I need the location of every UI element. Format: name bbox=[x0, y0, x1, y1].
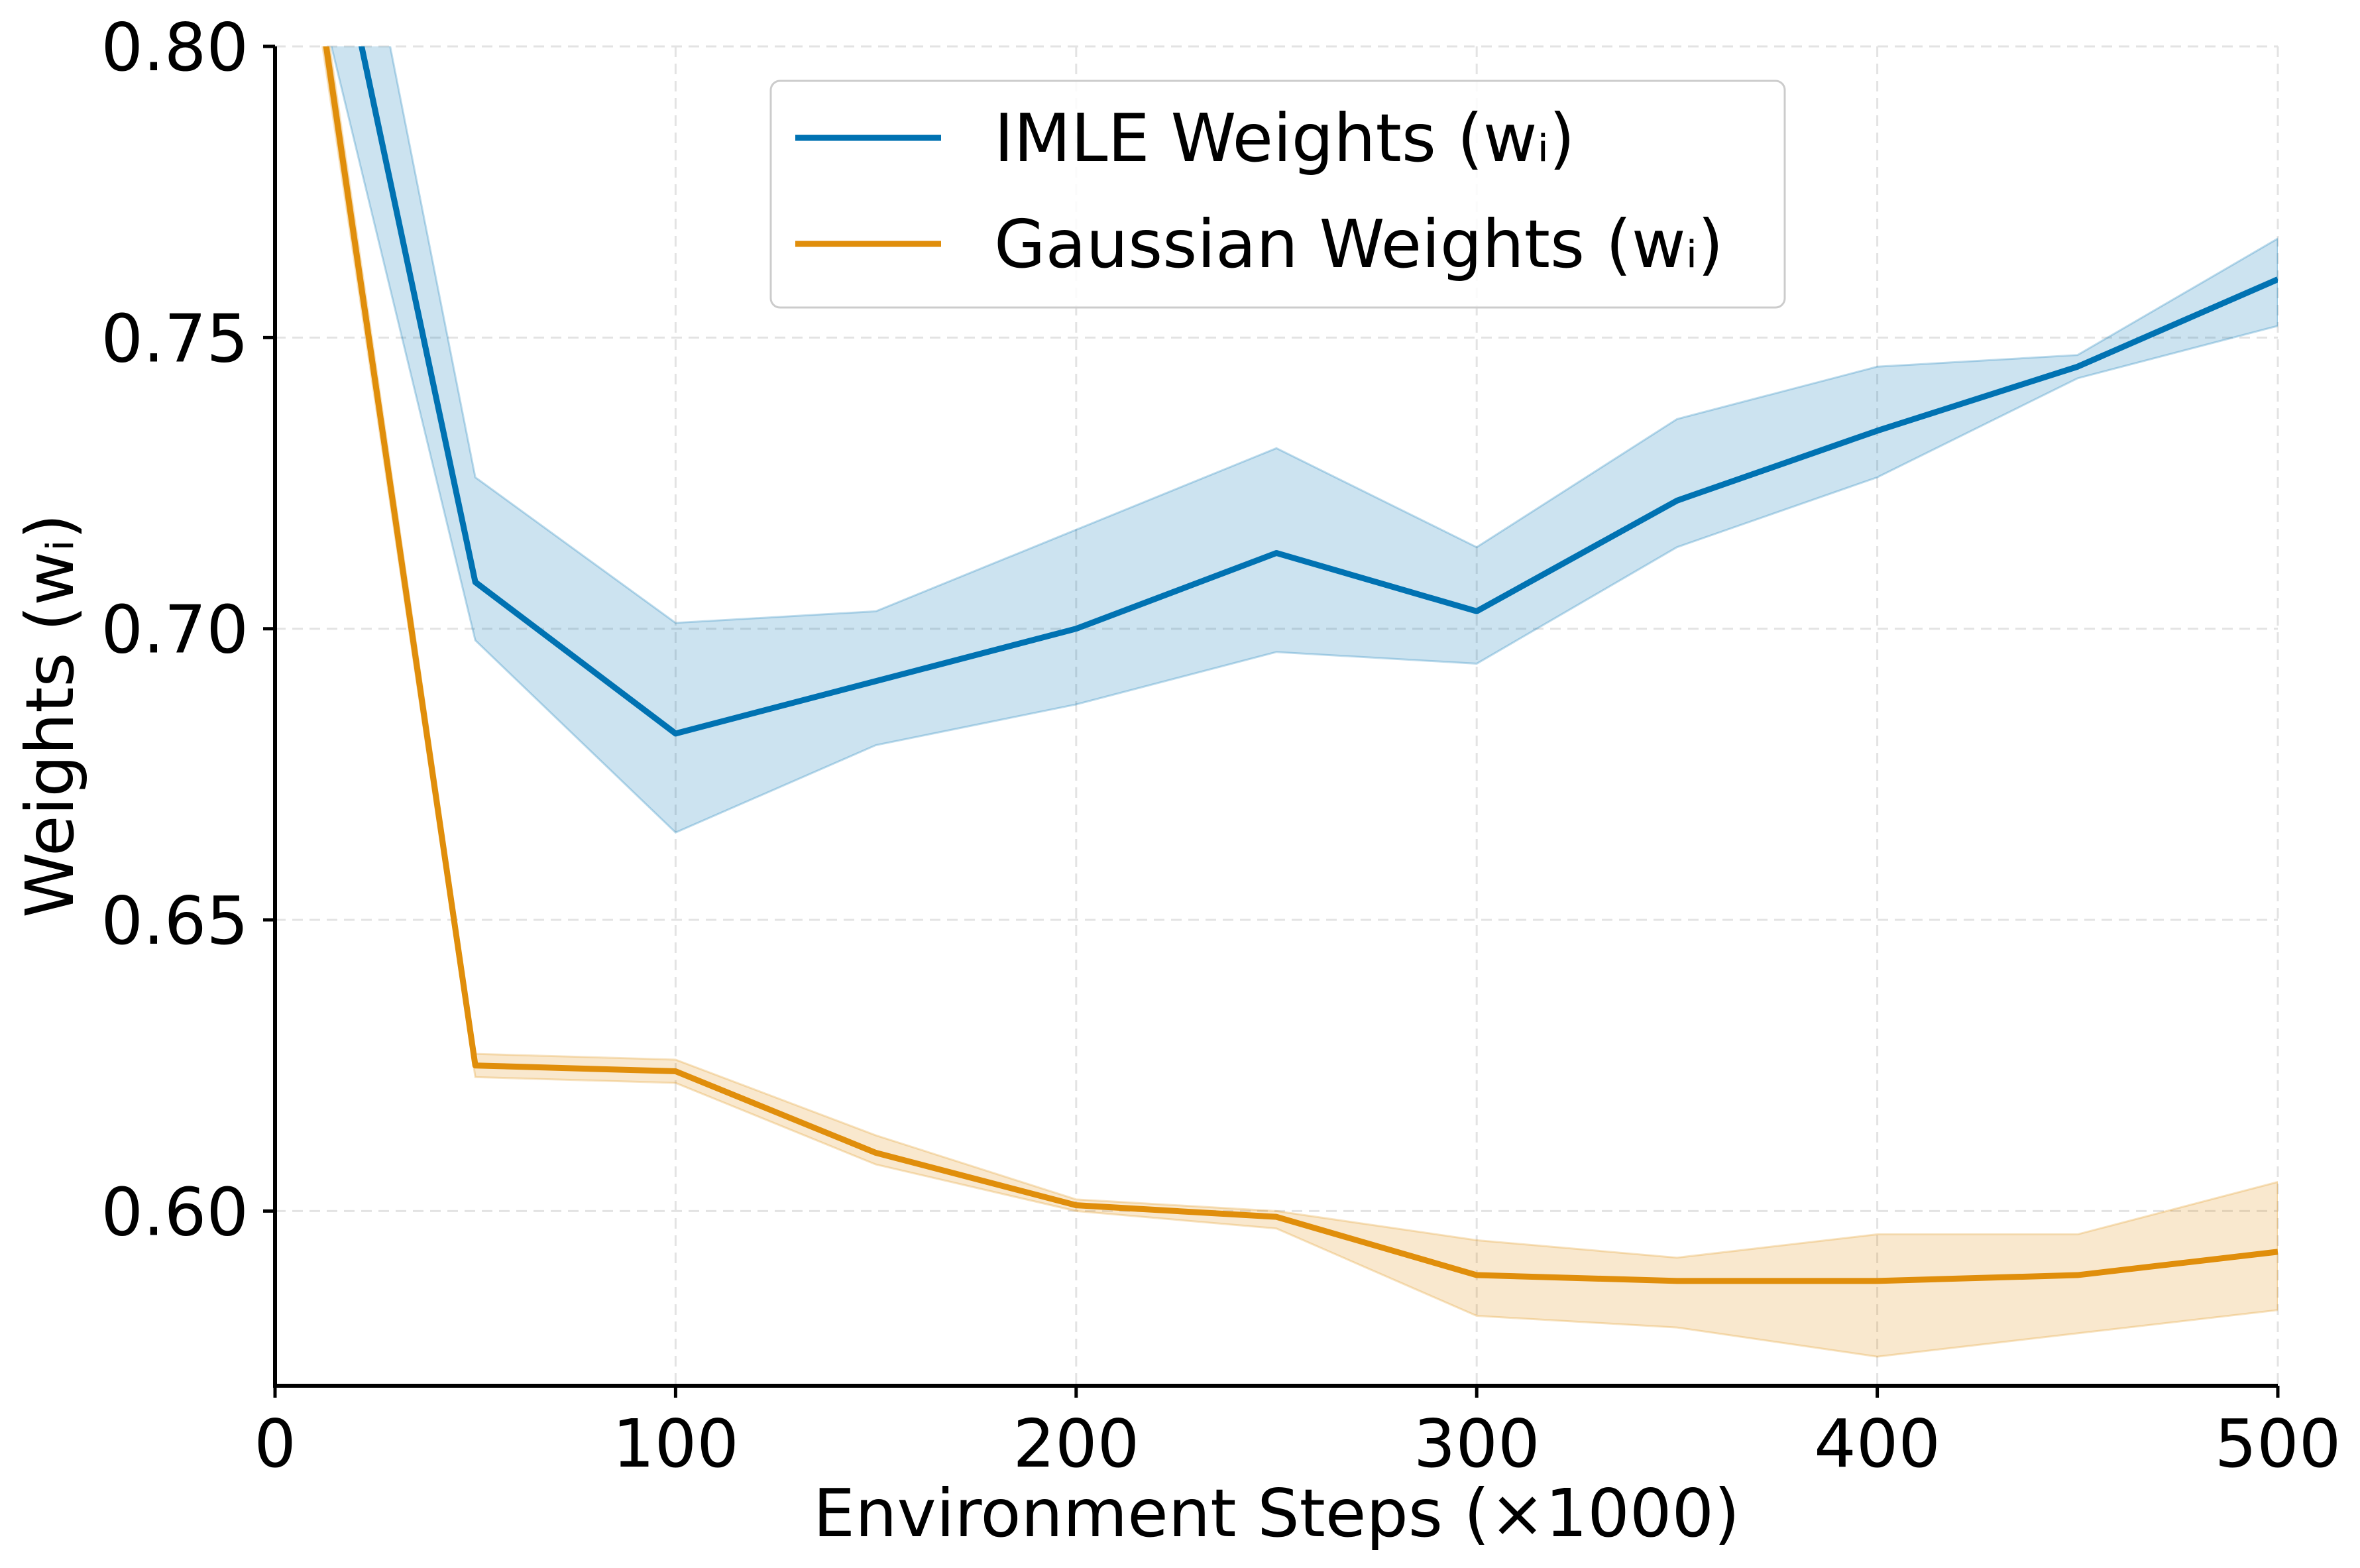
axes bbox=[273, 46, 2278, 1388]
y-tick-label: 0.60 bbox=[101, 1173, 249, 1251]
data-point-gaussian bbox=[675, 1071, 676, 1072]
data-point-imle bbox=[1877, 430, 1878, 431]
x-tick-label: 100 bbox=[612, 1405, 739, 1483]
y-tick-label: 0.70 bbox=[101, 591, 249, 669]
x-tick-label: 0 bbox=[254, 1405, 296, 1483]
x-tick-label: 400 bbox=[1814, 1405, 1940, 1483]
y-tick-label: 0.80 bbox=[101, 9, 249, 86]
legend-label-imle: IMLE Weights (wᵢ) bbox=[994, 99, 1575, 177]
x-tick-label: 200 bbox=[1013, 1405, 1139, 1483]
data-point-gaussian bbox=[2077, 1274, 2078, 1276]
confidence-bands bbox=[321, 46, 2278, 1358]
y-axis-label: Weights (wᵢ) bbox=[11, 514, 89, 918]
x-axis-label: Environment Steps (×1000) bbox=[813, 1475, 1740, 1552]
x-tick-label: 500 bbox=[2215, 1405, 2341, 1483]
y-tick-label: 0.75 bbox=[101, 300, 249, 377]
band-imle bbox=[330, 46, 2278, 834]
data-point-gaussian bbox=[1877, 1280, 1878, 1282]
band-gaussian bbox=[321, 46, 2278, 1358]
series-lines bbox=[323, 46, 2278, 1284]
x-ticks: 0 100 200 300 400 500 bbox=[254, 1386, 2341, 1483]
data-point-imle bbox=[675, 733, 676, 734]
grid-lines bbox=[275, 45, 2279, 1386]
legend: IMLE Weights (wᵢ) Gaussian Weights (wᵢ) bbox=[769, 80, 1786, 309]
data-point-imle bbox=[2077, 366, 2078, 367]
legend-label-gaussian: Gaussian Weights (wᵢ) bbox=[994, 205, 1724, 283]
y-ticks: 0.60 0.65 0.70 0.75 0.80 bbox=[101, 9, 275, 1251]
data-point-imle bbox=[475, 581, 476, 583]
data-point-gaussian bbox=[475, 1065, 476, 1066]
data-point-gaussian bbox=[875, 1152, 877, 1154]
x-tick-label: 300 bbox=[1414, 1405, 1540, 1483]
y-tick-label: 0.65 bbox=[101, 882, 249, 960]
legend-box bbox=[769, 80, 1786, 309]
